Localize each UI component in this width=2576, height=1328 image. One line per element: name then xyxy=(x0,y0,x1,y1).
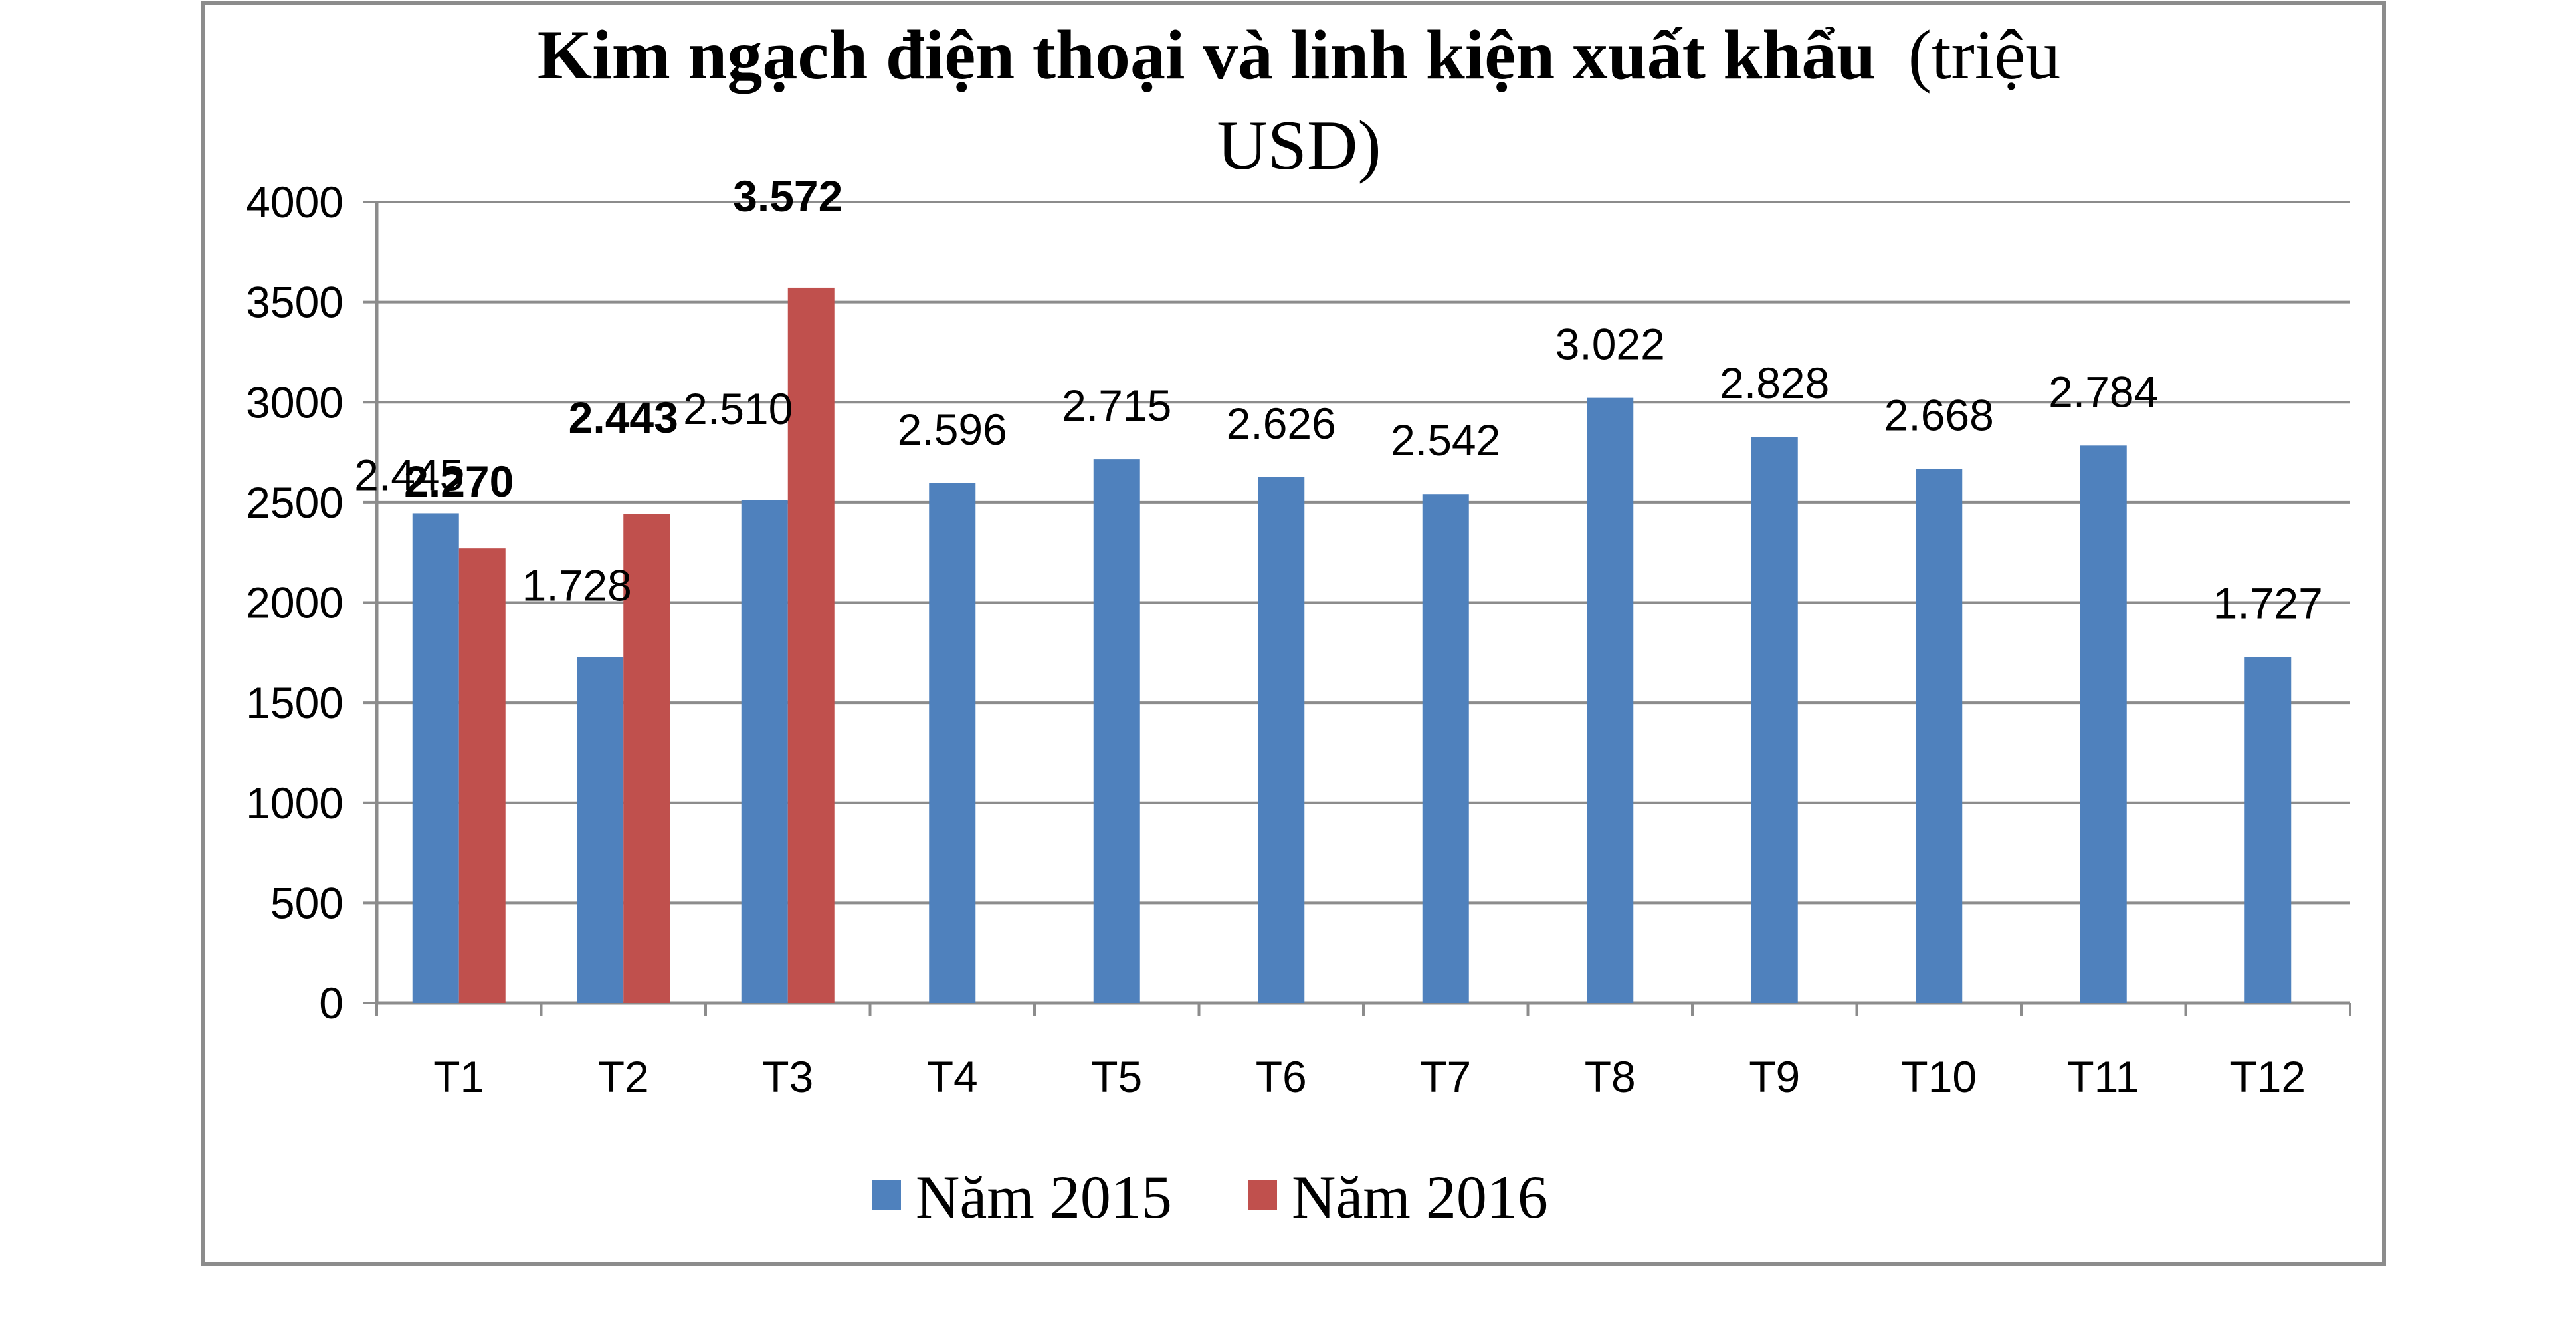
data-label-2016: 2.443 xyxy=(569,393,678,442)
y-tick-label: 4000 xyxy=(246,177,344,227)
bar-2015 xyxy=(1093,459,1140,1003)
bar-2015 xyxy=(577,657,624,1003)
data-label-2015: 2.668 xyxy=(1884,390,1994,439)
bar-2016 xyxy=(458,548,506,1003)
gridlines xyxy=(377,201,2350,905)
data-label-2015: 2.715 xyxy=(1062,381,1171,430)
bar-2015 xyxy=(741,500,788,1003)
chart-title-bold: Kim ngạch điện thoại và linh kiện xuất k… xyxy=(538,16,1876,94)
x-tick-label: T6 xyxy=(1256,1052,1307,1101)
x-tick-label: T10 xyxy=(1901,1052,1977,1101)
chart-title-unit: (triệu xyxy=(1908,16,2061,94)
x-tick-label: T11 xyxy=(2067,1052,2139,1101)
bar-2015 xyxy=(1258,477,1305,1003)
y-tick-label: 3500 xyxy=(246,278,344,327)
data-label-2015: 2.510 xyxy=(683,384,793,433)
bar-2015 xyxy=(412,513,459,1003)
legend-label: Năm 2015 xyxy=(916,1163,1172,1231)
legend: Năm 2015 Năm 2016 xyxy=(872,1163,1548,1231)
x-tick-label: T8 xyxy=(1585,1052,1636,1101)
data-label-2015: 2.828 xyxy=(1720,358,1829,407)
bar-2016 xyxy=(787,287,835,1003)
chart-title-line-1: Kim ngạch điện thoại và linh kiện xuất k… xyxy=(538,16,2061,94)
data-label-2016: 2.270 xyxy=(404,457,514,506)
y-tick-label: 3000 xyxy=(246,378,344,427)
x-tick-label: T5 xyxy=(1091,1052,1142,1101)
bar-2015 xyxy=(1916,469,1963,1003)
x-tick-label: T4 xyxy=(927,1052,978,1101)
x-tick-label: T2 xyxy=(598,1052,649,1101)
y-axis: 0 500 1000 1500 2000 2500 3000 3500 4000 xyxy=(246,177,379,1028)
x-axis: T1 T2 T3 T4 T5 T6 T7 T8 T9 T10 T11 T12 xyxy=(375,1001,2351,1101)
bar-2015 xyxy=(2244,657,2292,1003)
bar-2016 xyxy=(623,514,670,1003)
bars xyxy=(412,287,2292,1003)
x-tick-label: T12 xyxy=(2230,1052,2306,1101)
chart-title-line-2: USD) xyxy=(1217,106,1381,184)
y-tick-label: 1000 xyxy=(246,778,344,828)
data-label-2015: 2.596 xyxy=(898,405,1007,454)
data-label-2015: 3.022 xyxy=(1555,320,1665,369)
x-tick-label: T3 xyxy=(762,1052,813,1101)
data-label-2015: 2.626 xyxy=(1227,399,1336,448)
bar-2015 xyxy=(2080,445,2127,1003)
y-tick-label: 500 xyxy=(270,878,344,927)
data-label-2015: 2.445 xyxy=(354,450,464,499)
data-label-2015: 2.784 xyxy=(2048,367,2158,416)
y-tick-label: 2000 xyxy=(246,578,344,627)
bar-2015 xyxy=(1751,437,1798,1003)
legend-swatch xyxy=(1248,1180,1277,1210)
x-tick-label: T7 xyxy=(1420,1052,1471,1101)
y-tick-label: 1500 xyxy=(246,678,344,727)
bar-2015 xyxy=(1587,397,1634,1003)
chart-title: Kim ngạch điện thoại và linh kiện xuất k… xyxy=(538,16,2061,184)
y-tick-label: 0 xyxy=(319,978,344,1028)
y-tick-label: 2500 xyxy=(246,478,344,527)
data-label-2015: 1.727 xyxy=(2213,579,2323,628)
x-tick-label: T1 xyxy=(433,1052,484,1101)
data-label-2016: 3.572 xyxy=(733,171,842,221)
x-tick-label: T9 xyxy=(1749,1052,1800,1101)
bar-2015 xyxy=(929,483,976,1003)
legend-swatch xyxy=(872,1180,901,1210)
data-label-2015: 2.542 xyxy=(1391,415,1500,465)
bar-2015 xyxy=(1422,494,1469,1003)
data-label-2015: 1.728 xyxy=(522,560,632,609)
legend-label: Năm 2016 xyxy=(1292,1163,1548,1231)
